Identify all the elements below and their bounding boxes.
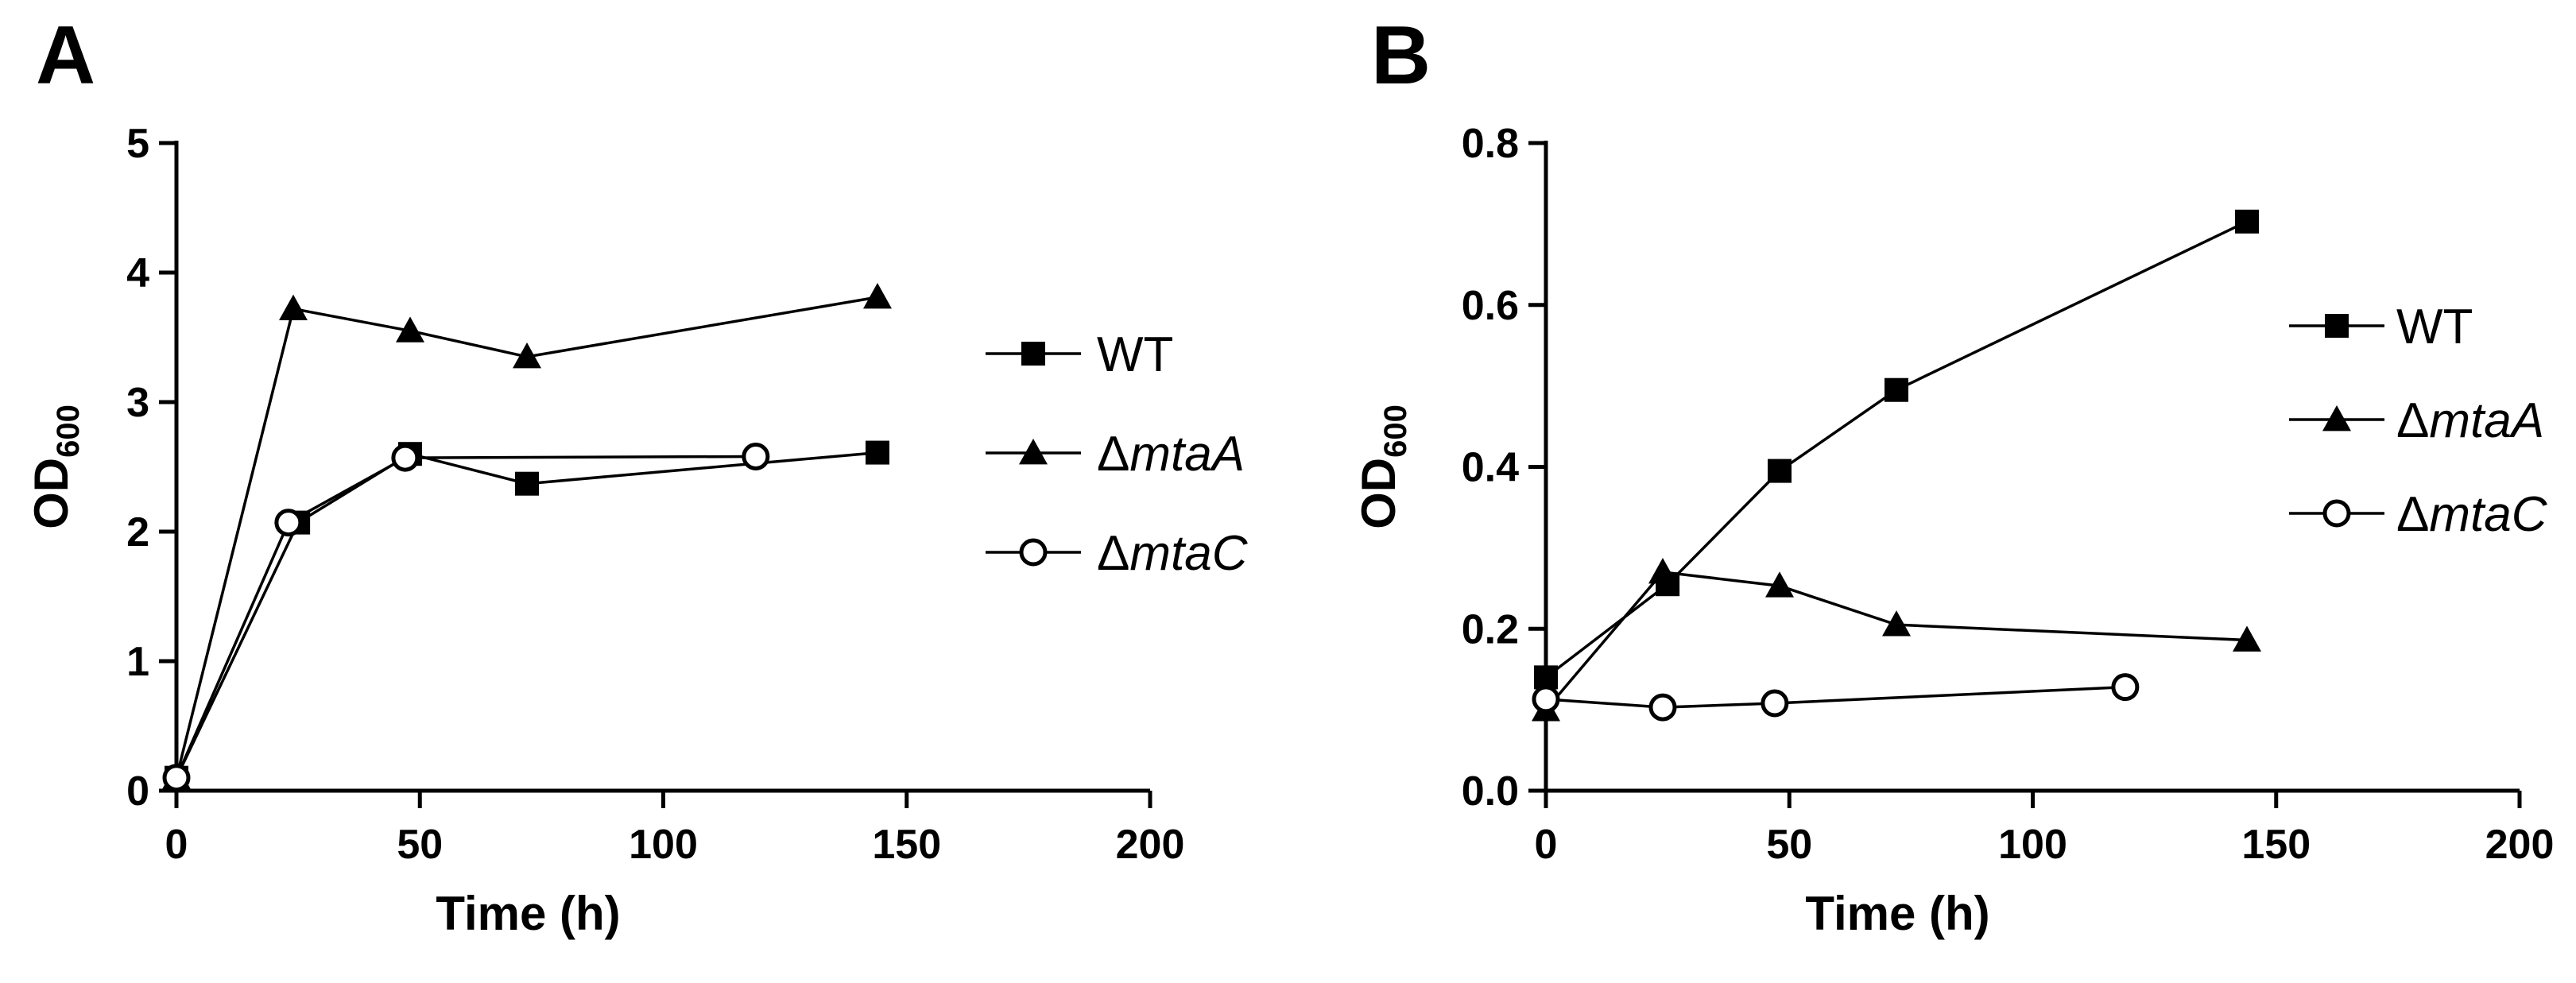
data-point-wt xyxy=(2235,209,2259,234)
series-mtac xyxy=(1532,673,2140,722)
series-mtaa xyxy=(162,282,892,790)
data-point-wt xyxy=(866,440,889,465)
data-point-wt xyxy=(1885,377,1908,402)
x-tick-label: 150 xyxy=(872,822,941,868)
x-tick-label: 0 xyxy=(1535,822,1558,868)
data-point-mtaa xyxy=(863,282,892,309)
x-tick-label: 200 xyxy=(1116,822,1185,868)
legend-label: ΔmtaA xyxy=(1097,427,1245,482)
data-point-mtaa xyxy=(279,294,308,321)
x-tick-label: 50 xyxy=(1766,822,1812,868)
legend-marker xyxy=(1021,342,1045,366)
series-mtac xyxy=(162,442,770,792)
x-tick-label: 150 xyxy=(2241,822,2311,868)
data-point-mtac xyxy=(1648,693,1677,722)
data-point-mtac xyxy=(1532,685,1560,714)
y-tick-label: 5 xyxy=(126,121,149,167)
data-point-mtac xyxy=(391,443,420,472)
data-point-mtac xyxy=(2111,673,2140,702)
y-axis-title: OD600 xyxy=(1352,404,1413,529)
x-axis-title: Time (h) xyxy=(1805,887,1989,940)
y-tick-label: 0.4 xyxy=(1462,445,1519,491)
legend: WT ΔmtaA ΔmtaC xyxy=(2289,300,2548,542)
y-tick-label: 0.6 xyxy=(1462,283,1519,329)
x-tick-label: 100 xyxy=(1998,822,2067,868)
y-tick-label: 0 xyxy=(126,768,149,815)
legend-marker xyxy=(2322,405,2351,432)
data-point-mtaa xyxy=(1882,610,1911,637)
legend-label: ΔmtaA xyxy=(2396,393,2544,448)
x-axis-title: Time (h) xyxy=(436,887,620,940)
data-point-mtaa xyxy=(1648,557,1677,584)
x-tick-label: 50 xyxy=(397,822,443,868)
data-point-mtaa xyxy=(2233,625,2261,652)
data-point-wt xyxy=(515,471,539,496)
y-tick-label: 0.8 xyxy=(1462,121,1519,167)
legend-marker xyxy=(2325,314,2349,338)
x-tick-label: 100 xyxy=(629,822,698,868)
y-tick-label: 4 xyxy=(126,250,149,296)
series-line-wt xyxy=(1544,220,2248,679)
data-point-mtac xyxy=(1761,689,1789,718)
data-point-mtaa xyxy=(1765,571,1794,598)
y-tick-label: 3 xyxy=(126,380,149,426)
data-point-mtaa xyxy=(513,342,541,369)
y-tick-label: 0.0 xyxy=(1462,768,1519,815)
panel-label-b: B xyxy=(1371,10,1431,102)
legend-label: WT xyxy=(2396,300,2473,354)
y-tick-label: 0.2 xyxy=(1462,606,1519,652)
series-line-mtac xyxy=(175,455,756,779)
data-point-mtac xyxy=(162,764,191,792)
legend-marker xyxy=(1019,439,1048,465)
series-line-wt xyxy=(175,451,878,779)
series-line-mtaa xyxy=(1544,571,2248,711)
y-tick-label: 2 xyxy=(126,509,149,555)
data-point-mtac xyxy=(742,442,770,470)
series-wt xyxy=(165,440,889,790)
legend-label: ΔmtaC xyxy=(1097,526,1249,581)
x-tick-label: 0 xyxy=(165,822,188,868)
y-tick-label: 1 xyxy=(126,639,149,685)
legend-label: WT xyxy=(1097,327,1173,382)
legend-marker xyxy=(1019,538,1048,567)
y-axis-title: OD600 xyxy=(25,404,86,529)
data-point-wt xyxy=(1534,665,1558,690)
series-line-mtac xyxy=(1545,685,2125,709)
legend-label: ΔmtaC xyxy=(2396,487,2548,542)
x-tick-label: 200 xyxy=(2485,822,2555,868)
data-point-mtac xyxy=(274,509,303,537)
data-point-mtaa xyxy=(396,316,424,343)
data-point-wt xyxy=(1768,459,1792,483)
legend: WT ΔmtaA ΔmtaC xyxy=(986,327,1249,581)
chart-panel-b: B 0.0 0.2 0.4 0.6 0.8 0 50 100 150 200 Time (h) OD60… xyxy=(1352,10,2554,940)
panel-label-a: A xyxy=(36,10,95,102)
legend-marker xyxy=(2322,499,2351,528)
